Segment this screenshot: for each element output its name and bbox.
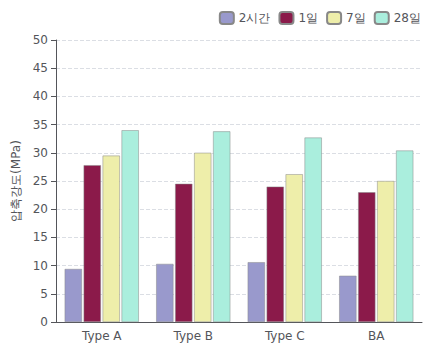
svg-text:45: 45 [33,61,48,75]
svg-text:5: 5 [40,287,48,301]
svg-text:7일: 7일 [346,11,366,25]
svg-text:20: 20 [33,202,48,216]
svg-text:28일: 28일 [394,11,421,25]
svg-text:40: 40 [33,89,48,103]
svg-text:1일: 1일 [298,11,318,25]
svg-text:30: 30 [33,146,48,160]
svg-text:압축강도(MPa): 압축강도(MPa) [9,140,23,222]
svg-text:50: 50 [33,33,48,47]
svg-text:35: 35 [33,118,48,132]
svg-text:2시간: 2시간 [239,11,271,25]
svg-text:0: 0 [40,315,48,329]
svg-text:25: 25 [33,174,48,188]
svg-text:BA: BA [368,329,385,343]
svg-text:15: 15 [33,230,48,244]
svg-text:Type C: Type C [264,329,305,343]
svg-text:Type A: Type A [81,329,122,343]
svg-text:10: 10 [33,259,48,273]
svg-text:Type B: Type B [172,329,213,343]
